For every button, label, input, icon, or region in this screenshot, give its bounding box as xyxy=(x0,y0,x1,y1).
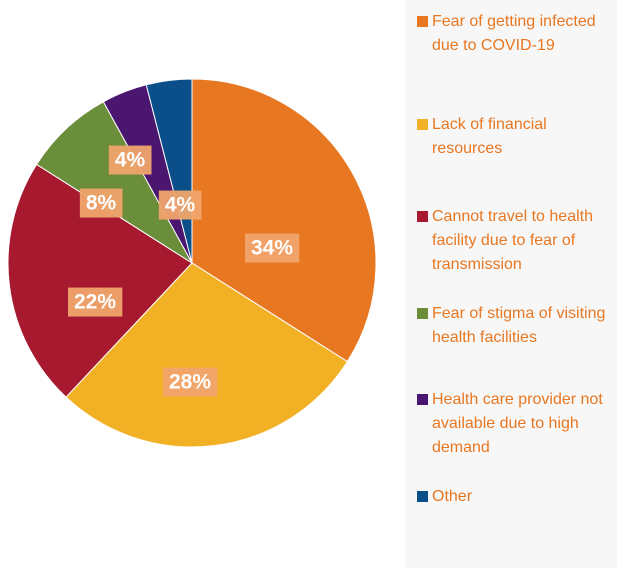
value-label: 22% xyxy=(74,291,116,314)
pie-slice xyxy=(191,78,377,363)
value-label-box xyxy=(162,367,218,397)
value-label-box xyxy=(108,145,152,175)
value-label-box xyxy=(244,233,300,263)
value-label: 28% xyxy=(169,371,211,394)
value-label-box xyxy=(67,287,123,317)
legend-label: Other xyxy=(432,488,473,505)
pie-slice xyxy=(35,101,193,264)
value-label: 8% xyxy=(86,192,117,215)
value-label-box xyxy=(158,190,202,220)
legend-swatch xyxy=(417,491,428,502)
legend-swatch xyxy=(417,308,428,319)
value-label: 34% xyxy=(251,237,293,260)
legend-label: Fear of getting infected due to COVID-19 xyxy=(432,13,596,54)
legend-swatch xyxy=(417,394,428,405)
pie-slice xyxy=(65,262,349,448)
value-label: 4% xyxy=(115,149,146,172)
value-label-box xyxy=(79,188,123,218)
legend-label: Cannot travel to health facility due to … xyxy=(432,208,593,273)
pie-slice xyxy=(7,163,193,398)
legend-swatch xyxy=(417,119,428,130)
legend-label: Lack of financial resources xyxy=(432,116,547,157)
chart: 34% 28% 22% 8% 4% 4% xyxy=(7,78,377,448)
legend: Fear of getting infected due to COVID-19… xyxy=(405,0,617,568)
legend-swatch xyxy=(417,16,428,27)
legend-swatch xyxy=(417,211,428,222)
legend-label: Health care provider not available due t… xyxy=(432,391,603,456)
legend-label: Fear of stigma of visiting health facili… xyxy=(432,305,606,346)
value-label: 4% xyxy=(165,194,196,217)
